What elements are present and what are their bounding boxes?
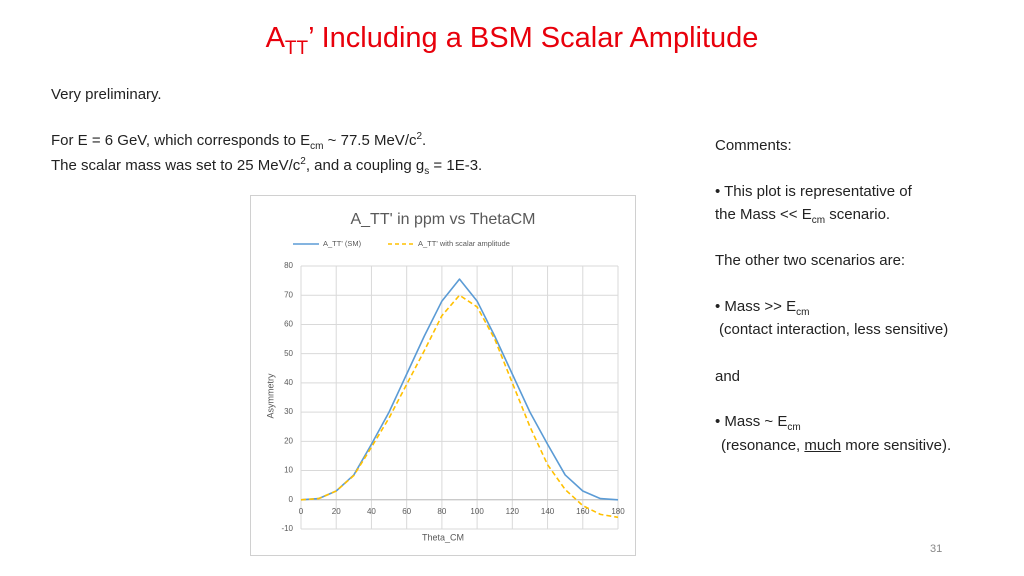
text-line: and xyxy=(715,368,741,385)
text-line: The other two scenarios are: xyxy=(715,252,906,269)
text-line: Comments: xyxy=(715,137,792,154)
text-line: (resonance, much more sensitive). xyxy=(721,437,951,454)
text-line: the Mass << Ecm scenario. xyxy=(715,206,890,226)
text: • Mass >> E xyxy=(715,298,797,315)
series-line xyxy=(300,294,619,519)
underlined-text: much xyxy=(804,437,842,454)
page-number: 31 xyxy=(930,543,943,555)
y-tick-label: 0 xyxy=(289,495,294,504)
y-tick-label: 60 xyxy=(284,320,293,329)
text-line: The scalar mass was set to 25 MeV/c2, an… xyxy=(51,156,482,177)
text: (resonance, xyxy=(721,437,805,454)
y-tick-label: 10 xyxy=(284,466,293,475)
x-tick-label: 20 xyxy=(332,507,341,516)
chart-frame: A_TT' in ppm vs ThetaCM Theta_CM Asymmet… xyxy=(250,195,636,556)
superscript: 2 xyxy=(300,156,306,167)
y-tick-label: 80 xyxy=(284,261,293,270)
x-tick-label: 0 xyxy=(299,507,304,516)
text-line: (contact interaction, less sensitive) xyxy=(719,321,949,338)
subscript: cm xyxy=(310,141,324,152)
x-tick-label: 80 xyxy=(437,507,446,516)
subscript: cm xyxy=(796,307,810,318)
subscript: cm xyxy=(811,215,826,226)
x-tick-label: 40 xyxy=(367,507,376,516)
title-subscript: TT xyxy=(284,37,309,59)
text-line: Very preliminary. xyxy=(51,86,162,103)
text: The scalar mass was set to 25 MeV/c xyxy=(51,157,301,174)
legend-label: A_TT' with scalar amplitude xyxy=(418,239,510,248)
y-tick-label: 20 xyxy=(284,436,293,445)
superscript: 2 xyxy=(416,131,423,142)
text-line: For E = 6 GeV, which corresponds to Ecm … xyxy=(51,131,426,152)
chart: A_TT' in ppm vs ThetaCM Theta_CM Asymmet… xyxy=(265,211,625,542)
text-line: • Mass ~ Ecm xyxy=(715,413,801,433)
title-text: ’ Including a BSM Scalar Amplitude xyxy=(308,22,759,54)
text: . xyxy=(422,132,427,149)
y-tick-label: -10 xyxy=(281,524,293,533)
subscript: cm xyxy=(787,422,801,433)
y-tick-label: 70 xyxy=(284,290,293,299)
legend-label: A_TT' (SM) xyxy=(323,239,362,248)
x-tick-label: 60 xyxy=(402,507,411,516)
title-text: A xyxy=(265,22,285,54)
x-tick-label: 140 xyxy=(541,507,555,516)
series-line xyxy=(300,278,619,501)
x-axis-title: Theta_CM xyxy=(422,532,464,542)
y-axis-title: Asymmetry xyxy=(265,373,275,419)
text: the Mass << E xyxy=(715,206,812,223)
text: = 1E-3. xyxy=(429,157,483,174)
text: • Mass ~ E xyxy=(715,413,788,430)
text-line: • This plot is representative of xyxy=(715,183,912,200)
x-tick-label: 100 xyxy=(470,507,484,516)
chart-title: A_TT' in ppm vs ThetaCM xyxy=(350,211,535,228)
y-tick-label: 50 xyxy=(284,349,293,358)
x-tick-label: 160 xyxy=(576,507,590,516)
slide-title: ATT’ Including a BSM Scalar Amplitude xyxy=(0,22,1024,60)
y-tick-label: 30 xyxy=(284,407,293,416)
subscript: s xyxy=(424,166,430,177)
text: more sensitive). xyxy=(841,437,952,454)
x-tick-label: 180 xyxy=(611,507,625,516)
text: ~ 77.5 MeV/c xyxy=(323,132,417,149)
x-tick-label: 120 xyxy=(506,507,520,516)
text: For E = 6 GeV, which corresponds to E xyxy=(51,132,311,149)
text-line: • Mass >> Ecm xyxy=(715,298,809,318)
text: , and a coupling g xyxy=(305,157,425,174)
y-tick-label: 40 xyxy=(284,378,293,387)
text: scenario. xyxy=(825,206,891,223)
